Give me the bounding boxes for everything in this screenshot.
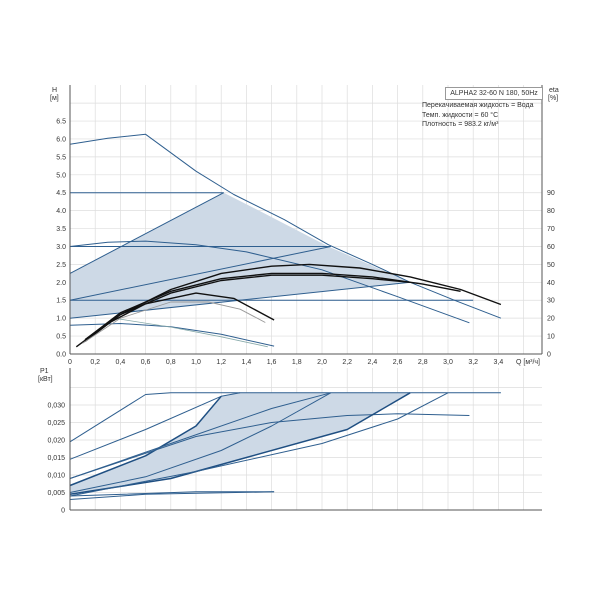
x-tick-label: 2,4 bbox=[368, 359, 378, 366]
y2-tick-label: 60 bbox=[547, 244, 555, 251]
y-tick-label: 0,005 bbox=[47, 490, 65, 497]
x-tick-label: 3,0 bbox=[443, 359, 453, 366]
curve-max-curve bbox=[69, 133, 502, 319]
y-axis-unit: [м] bbox=[50, 95, 59, 102]
y-tick-label: 0.0 bbox=[56, 352, 66, 359]
curve-efficiency-3 bbox=[84, 274, 411, 341]
x-tick-label: 1,6 bbox=[267, 359, 277, 366]
curve-power-2 bbox=[69, 392, 241, 460]
y-axis-label: P1 bbox=[40, 368, 49, 375]
y-tick-label: 4.0 bbox=[56, 208, 66, 215]
x-tick-label: 0,8 bbox=[166, 359, 176, 366]
x-tick-label: 1,8 bbox=[292, 359, 302, 366]
y-tick-label: 5.5 bbox=[56, 154, 66, 161]
y-tick-label: 0,010 bbox=[47, 473, 65, 480]
y-tick-label: 2.0 bbox=[56, 280, 66, 287]
curve-efficiency-5 bbox=[82, 301, 266, 344]
y2-tick-label: 20 bbox=[547, 316, 555, 323]
y-tick-label: 0,015 bbox=[47, 455, 65, 462]
x-tick-label: 1,0 bbox=[191, 359, 201, 366]
fluid-info-line: Плотность = 983.2 кг/м³ bbox=[422, 121, 499, 128]
curve-efficiency-4 bbox=[75, 292, 275, 348]
curve-speed-curve-3 bbox=[69, 240, 470, 324]
curve-proportional-pressure-upper bbox=[69, 192, 224, 274]
y-tick-label: 6.5 bbox=[56, 119, 66, 126]
x-tick-label: 3,4 bbox=[494, 359, 504, 366]
y-tick-label: 0.5 bbox=[56, 334, 66, 341]
operating-region-head bbox=[70, 192, 411, 319]
x-tick-label: 0,2 bbox=[90, 359, 100, 366]
y2-tick-label: 10 bbox=[547, 334, 555, 341]
curve-power-10 bbox=[69, 491, 275, 497]
curve-power-3 bbox=[69, 395, 222, 487]
x-tick-label: 3,2 bbox=[468, 359, 478, 366]
y-tick-label: 2.5 bbox=[56, 262, 66, 269]
y2-tick-label: 90 bbox=[547, 190, 555, 197]
fluid-info: Перекачиваемая жидкость = Вода Темп. жид… bbox=[422, 101, 534, 130]
y-axis-unit: [кВт] bbox=[38, 376, 53, 383]
curve-power-7 bbox=[69, 392, 411, 496]
curve-speed-curve-1b bbox=[114, 317, 268, 348]
x-tick-label: 2,0 bbox=[317, 359, 327, 366]
x-tick-label: 0,4 bbox=[116, 359, 126, 366]
x-tick-label: 2,8 bbox=[418, 359, 428, 366]
y-tick-label: 0,020 bbox=[47, 438, 65, 445]
curve-power-6 bbox=[69, 392, 332, 493]
curve-proportional-pressure-mid bbox=[69, 246, 331, 301]
y-axis-label: H bbox=[52, 87, 57, 94]
y-tick-label: 1.5 bbox=[56, 298, 66, 305]
fluid-info-line: Перекачиваемая жидкость = Вода bbox=[422, 102, 534, 109]
y2-axis-unit: [%] bbox=[548, 95, 558, 102]
y-tick-label: 3.5 bbox=[56, 226, 66, 233]
fluid-info-line: Темп. жидкости = 60 °C bbox=[422, 111, 499, 119]
y-tick-label: 5.0 bbox=[56, 172, 66, 179]
curve-power-5 bbox=[69, 413, 470, 479]
curve-power-max bbox=[69, 392, 501, 443]
x-tick-label: 2,2 bbox=[342, 359, 352, 366]
y2-tick-label: 40 bbox=[547, 280, 555, 287]
y-tick-label: 3.0 bbox=[56, 244, 66, 251]
y2-tick-label: 70 bbox=[547, 226, 555, 233]
y-tick-label: 0 bbox=[61, 508, 65, 515]
x-tick-label: 0,6 bbox=[141, 359, 151, 366]
x-tick-label: 0 bbox=[68, 359, 72, 366]
y2-tick-label: 80 bbox=[547, 208, 555, 215]
curve-power-4 bbox=[69, 392, 331, 479]
y2-axis-label: eta bbox=[549, 87, 559, 94]
y-tick-label: 1.0 bbox=[56, 316, 66, 323]
x-tick-label: 1,2 bbox=[216, 359, 226, 366]
y-tick-label: 4.5 bbox=[56, 190, 66, 197]
y2-tick-label: 30 bbox=[547, 298, 555, 305]
y-tick-label: 0,030 bbox=[47, 403, 65, 410]
y-tick-label: 6.0 bbox=[56, 136, 66, 143]
y2-tick-label: 50 bbox=[547, 262, 555, 269]
x-tick-label: 1,4 bbox=[242, 359, 252, 366]
operating-region-power bbox=[70, 392, 411, 495]
x-axis-label: Q [м³/ч] bbox=[516, 359, 540, 366]
x-tick-label: 2,6 bbox=[393, 359, 403, 366]
curve-power-9 bbox=[69, 491, 275, 500]
y2-tick-label: 0 bbox=[547, 352, 551, 359]
curve-power-8 bbox=[69, 392, 449, 497]
chart-title: ALPHA2 32-60 N 180, 50Hz bbox=[445, 87, 543, 100]
y-tick-label: 0,025 bbox=[47, 420, 65, 427]
